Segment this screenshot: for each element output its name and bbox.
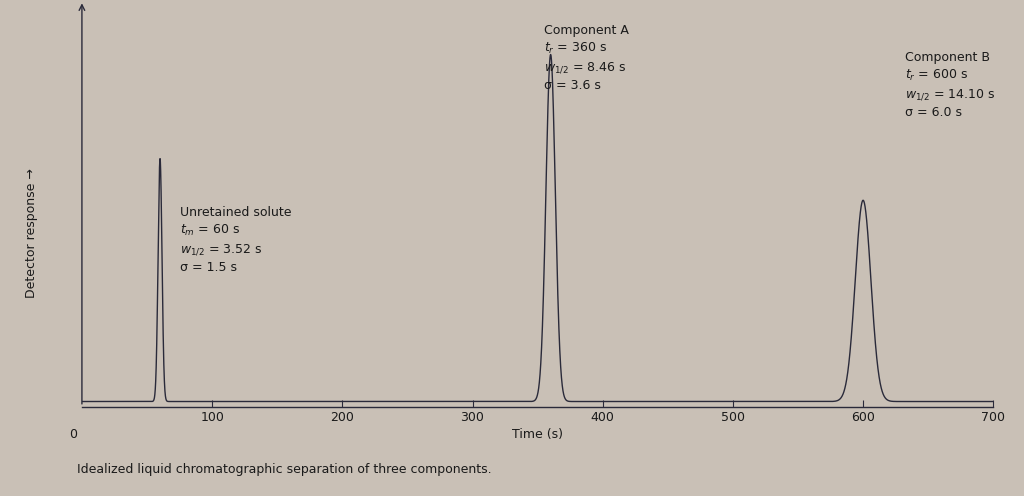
Text: 0: 0 bbox=[70, 428, 78, 441]
Text: Component B
$t_r$ = 600 s
$w_{1/2}$ = 14.10 s
σ = 6.0 s: Component B $t_r$ = 600 s $w_{1/2}$ = 14… bbox=[905, 51, 995, 119]
Text: Component A
$t_r$ = 360 s
$w_{1/2}$ = 8.46 s
σ = 3.6 s: Component A $t_r$ = 360 s $w_{1/2}$ = 8.… bbox=[544, 24, 629, 92]
X-axis label: Time (s): Time (s) bbox=[512, 428, 563, 441]
Text: Idealized liquid chromatographic separation of three components.: Idealized liquid chromatographic separat… bbox=[77, 463, 492, 476]
Text: Detector response →: Detector response → bbox=[26, 168, 38, 298]
Text: Unretained solute
$t_m$ = 60 s
$w_{1/2}$ = 3.52 s
σ = 1.5 s: Unretained solute $t_m$ = 60 s $w_{1/2}$… bbox=[179, 205, 291, 274]
